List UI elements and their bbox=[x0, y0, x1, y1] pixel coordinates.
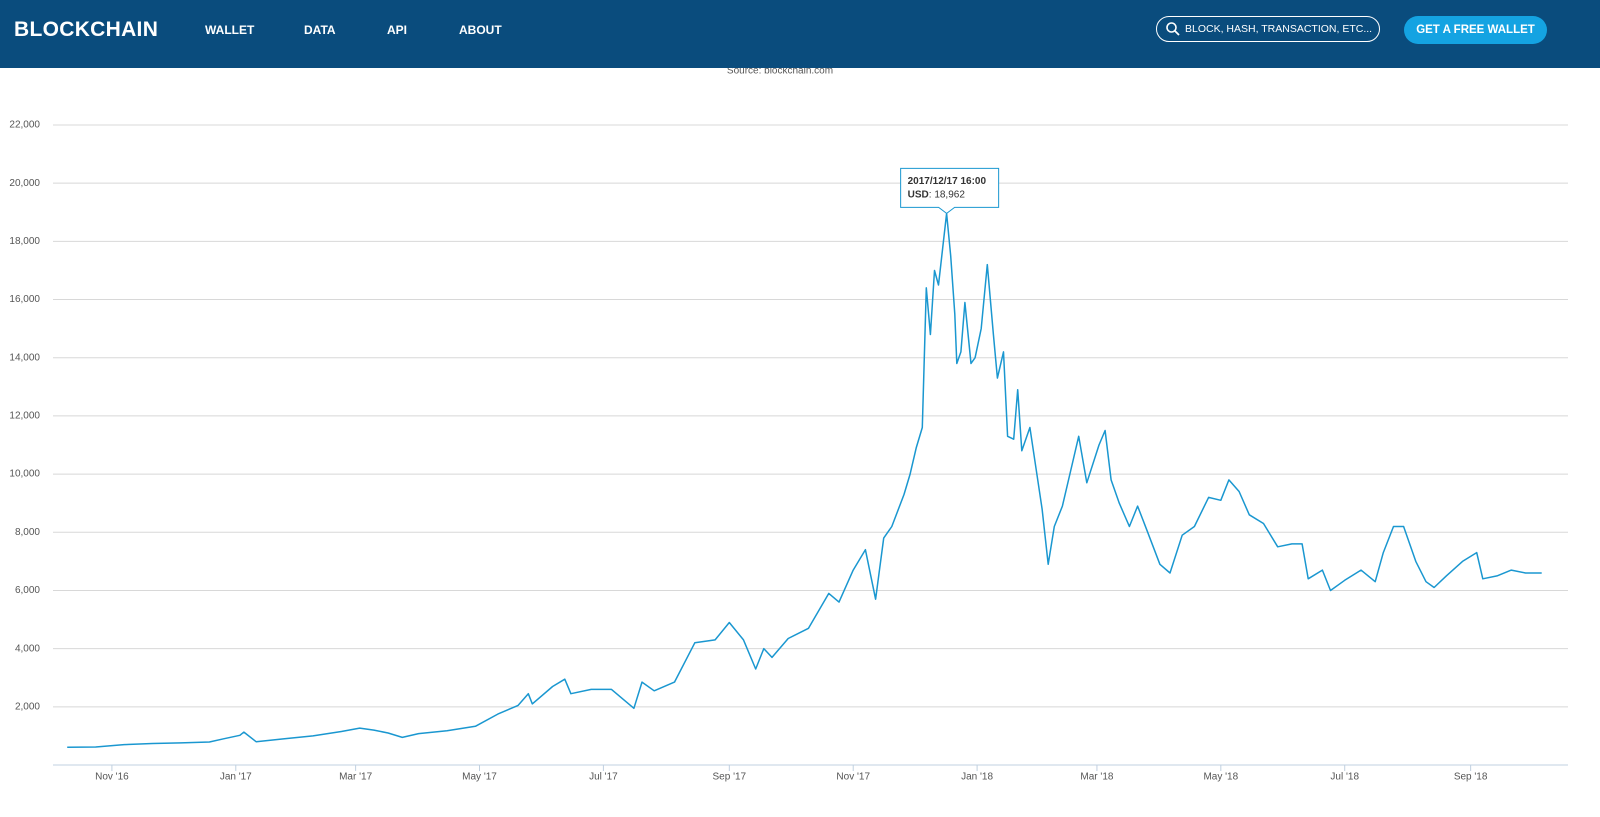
logo[interactable]: BLOCKCHAIN bbox=[14, 18, 159, 41]
nav-item[interactable]: ABOUT bbox=[459, 23, 502, 37]
y-tick-label: 16,000 bbox=[9, 294, 40, 305]
x-tick-label: May '17 bbox=[462, 772, 497, 783]
x-tick-label: Jan '17 bbox=[220, 772, 252, 783]
x-tick-label: Jul '17 bbox=[589, 772, 618, 783]
search-box[interactable]: BLOCK, HASH, TRANSACTION, ETC... bbox=[1156, 16, 1380, 42]
y-tick-label: 6,000 bbox=[15, 585, 40, 596]
x-tick-label: Jul '18 bbox=[1330, 772, 1359, 783]
nav-item[interactable]: DATA bbox=[304, 23, 336, 37]
tooltip-title: 2017/12/17 16:00 bbox=[908, 176, 987, 187]
tooltip: 2017/12/17 16:00 USD: 18,962 bbox=[900, 167, 1000, 215]
y-tick-label: 8,000 bbox=[15, 527, 40, 538]
y-tick-label: 18,000 bbox=[9, 236, 40, 247]
y-tick-label: 4,000 bbox=[15, 643, 40, 654]
x-tick-label: Sep '17 bbox=[713, 772, 747, 783]
y-tick-label: 2,000 bbox=[15, 701, 40, 712]
tooltip-box bbox=[900, 167, 1000, 215]
tooltip-value: 18,962 bbox=[934, 189, 965, 200]
y-tick-label: 22,000 bbox=[9, 120, 40, 131]
nav-item[interactable]: API bbox=[387, 23, 408, 37]
x-tick-label: Nov '17 bbox=[836, 772, 870, 783]
y-tick-label: 14,000 bbox=[9, 352, 40, 363]
tooltip-sep: : bbox=[929, 189, 935, 200]
header: BLOCKCHAIN WALLET DATA API ABOUT BLOCK, … bbox=[0, 0, 1600, 68]
x-tick-label: Nov '16 bbox=[95, 772, 129, 783]
y-tick-label: 20,000 bbox=[9, 178, 40, 189]
nav-item[interactable]: WALLET bbox=[205, 23, 255, 37]
cta-button[interactable]: GET A FREE WALLET bbox=[1404, 16, 1547, 44]
tooltip-row: USD: 18,962 bbox=[908, 189, 966, 200]
y-tick-label: 10,000 bbox=[9, 469, 40, 480]
x-tick-label: Sep '18 bbox=[1454, 772, 1488, 783]
price-line bbox=[67, 212, 1542, 749]
chart-source: Source: blockchain.com bbox=[727, 68, 833, 77]
x-tick-label: Jan '18 bbox=[961, 772, 993, 783]
x-tick-label: Mar '17 bbox=[339, 772, 372, 783]
x-tick-label: Mar '18 bbox=[1080, 772, 1113, 783]
y-tick-label: 12,000 bbox=[9, 411, 40, 422]
chart: Source: blockchain.com 2,000 4,000 6,000 8,… bbox=[9, 68, 1568, 783]
x-tick-label: May '18 bbox=[1203, 772, 1238, 783]
search-icon bbox=[1166, 22, 1180, 36]
tooltip-series: USD bbox=[908, 189, 929, 200]
search-placeholder: BLOCK, HASH, TRANSACTION, ETC... bbox=[1185, 23, 1373, 35]
